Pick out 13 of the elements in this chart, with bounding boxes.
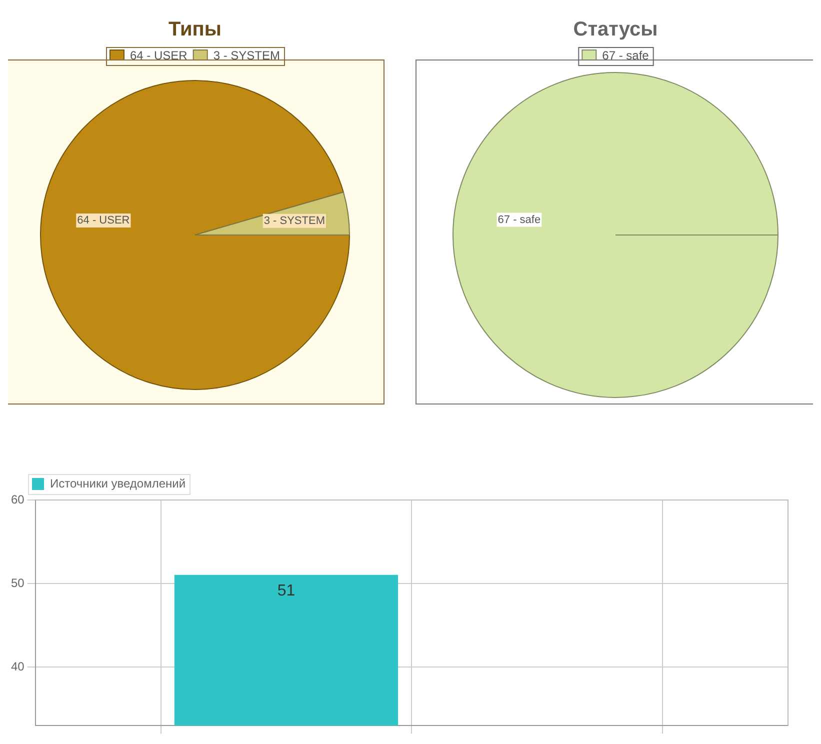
legend-label: 3 - SYSTEM xyxy=(213,48,280,62)
data-label: 51 xyxy=(277,582,296,600)
legend-label: Источники уведомлений xyxy=(50,476,186,490)
chart-title: Статусы xyxy=(573,18,658,41)
legend-label: 64 - USER xyxy=(130,48,188,62)
y-tick-label: 50 xyxy=(10,576,25,590)
data-label: 3 - SYSTEM xyxy=(264,214,325,227)
y-tick-label: 60 xyxy=(10,492,25,506)
data-label: 67 - safe xyxy=(498,214,541,226)
legend-label: 67 - safe xyxy=(602,48,650,62)
data-label: 64 - USER xyxy=(77,214,130,227)
chart-title: Типы xyxy=(168,18,222,41)
y-tick-label: 40 xyxy=(10,659,25,674)
